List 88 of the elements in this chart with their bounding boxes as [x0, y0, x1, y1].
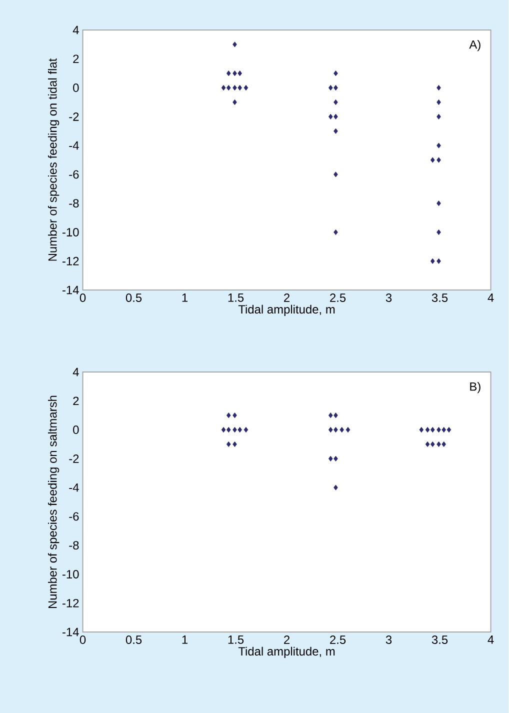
point: [232, 426, 238, 433]
x-tick-label: 1: [182, 294, 188, 302]
y-tick-label: 4: [72, 26, 80, 34]
x-tick-label: 0: [80, 636, 86, 644]
point: [419, 426, 424, 433]
y-tick-label: -14: [62, 286, 80, 294]
point: [244, 426, 248, 433]
x-tick-label: 3.5: [432, 294, 448, 302]
point: [232, 42, 238, 48]
x-axis-title: Tidal amplitude, m: [238, 304, 335, 316]
x-tick-label: 3.5: [432, 636, 448, 644]
x-tick-label: 3: [386, 636, 392, 644]
point: [334, 128, 338, 134]
x-tick-label: 1.5: [228, 636, 244, 644]
y-tick-label: -8: [69, 541, 79, 550]
x-tick-label: 2.5: [330, 294, 346, 302]
point: [436, 229, 442, 235]
point: [334, 484, 338, 490]
point: [446, 426, 452, 433]
y-axis-title: Number of species feeding on tidal flat: [48, 58, 60, 261]
x-tick-label: 2: [284, 294, 290, 302]
x-tick-label: 1: [182, 636, 188, 644]
y-tick-label: -2: [69, 112, 79, 121]
point: [340, 426, 344, 433]
x-tick-label: 2: [284, 636, 290, 644]
point: [232, 84, 238, 91]
x-tick-label: 4: [488, 636, 494, 644]
point: [442, 441, 446, 448]
point: [346, 426, 350, 433]
annotation: B): [470, 382, 480, 394]
point: [232, 412, 238, 418]
point: [436, 441, 442, 448]
point: [436, 157, 442, 163]
y-tick-label: -10: [62, 570, 79, 578]
y-tick-label: -12: [62, 256, 79, 266]
y-tick-label: -2: [69, 454, 79, 463]
y-tick-label: -14: [62, 628, 80, 636]
x-tick-label: 0.5: [126, 294, 142, 302]
y-tick-label: 2: [73, 396, 79, 406]
y-tick-label: 4: [72, 368, 80, 376]
point: [232, 441, 238, 448]
y-tick-label: -6: [69, 512, 79, 521]
point: [436, 99, 442, 105]
annotation: A): [469, 40, 480, 52]
x-axis-title: Tidal amplitude, m: [238, 646, 335, 658]
point: [334, 456, 338, 462]
point: [244, 84, 248, 91]
point: [436, 142, 442, 148]
x-tick-label: 4: [488, 294, 494, 302]
point: [334, 172, 338, 178]
y-axis-title: Number of species feeding on saltmarsh: [48, 396, 60, 608]
point: [232, 99, 238, 105]
point: [328, 412, 333, 418]
point: [226, 70, 231, 76]
y-tick-label: 0: [73, 426, 79, 434]
point: [334, 70, 338, 76]
x-tick-label: 0.5: [126, 636, 142, 644]
y-tick-label: -8: [69, 199, 79, 208]
x-tick-label: 1.5: [228, 294, 244, 302]
y-tick-label: 2: [73, 54, 79, 64]
x-tick-label: 3: [386, 294, 392, 302]
point: [226, 412, 231, 418]
point: [430, 157, 435, 163]
y-tick-label: -6: [69, 170, 79, 179]
point: [238, 426, 242, 433]
point: [238, 84, 242, 91]
point: [334, 114, 338, 120]
y-tick-label: -12: [62, 598, 79, 608]
point: [442, 426, 446, 433]
point: [334, 412, 338, 418]
point: [430, 258, 435, 264]
point: [232, 70, 238, 76]
x-tick-label: 2.5: [330, 636, 346, 644]
y-tick-label: 0: [73, 84, 79, 92]
y-tick-label: -10: [62, 228, 79, 236]
point: [436, 84, 442, 91]
point: [334, 229, 338, 235]
point: [436, 200, 442, 206]
point: [238, 70, 242, 76]
point: [436, 258, 442, 264]
point: [436, 114, 442, 120]
x-tick-label: 0: [80, 294, 86, 302]
y-tick-label: -4: [69, 483, 80, 492]
point: [334, 99, 338, 105]
point: [328, 114, 333, 120]
y-tick-label: -4: [69, 141, 80, 150]
point: [328, 456, 333, 462]
point: [436, 426, 442, 433]
